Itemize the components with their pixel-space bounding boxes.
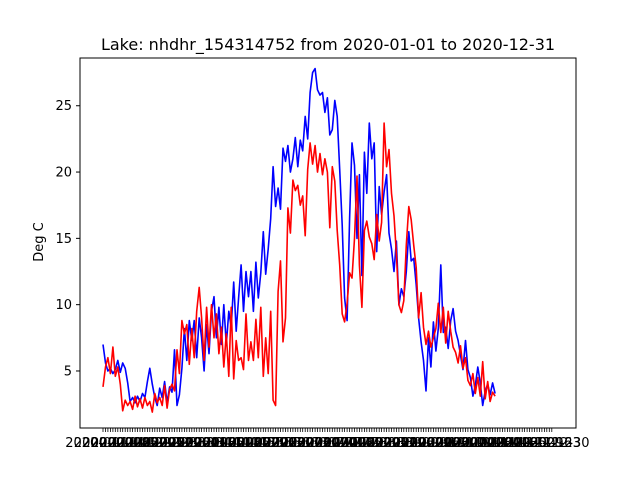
x-tick-label: 2020-07-01 [290, 436, 366, 451]
x-tick-label: 2020-10-28 [436, 436, 512, 451]
x-tick-label: 2020-07-08 [298, 436, 374, 451]
x-tick-label: 2020-09-09 [376, 436, 452, 451]
y-axis-label: Deg C [32, 222, 47, 261]
x-tick-label: 2020-12-02 [479, 436, 555, 451]
x-tick-label: 2020-08-19 [350, 436, 426, 451]
x-tick-label: 2020-06-03 [255, 436, 331, 451]
x-tick-label: 2020-09-30 [402, 436, 478, 451]
x-tick-label: 2020-05-27 [246, 436, 322, 451]
x-tick-label: 2020-06-10 [264, 436, 340, 451]
x-tick-label: 2020-09-16 [385, 436, 461, 451]
x-tick-label: 2020-08-05 [333, 436, 409, 451]
y-axis-ticks: 5 10 15 20 25 [55, 99, 80, 379]
x-tick-label: 2020-03-04 [143, 436, 219, 451]
x-tick-label: 2020-09-02 [367, 436, 443, 451]
x-axis-ticks: 2020-01-012020-01-082020-01-152020-01-22… [65, 428, 590, 451]
x-tick-label: 2020-09-23 [393, 436, 469, 451]
x-tick-label: 2020-01-29 [100, 436, 176, 451]
y-tick-label: 15 [55, 232, 72, 247]
x-tick-label: 2020-12-16 [497, 436, 573, 451]
x-tick-label: 2020-10-14 [419, 436, 495, 451]
y-tick-label: 5 [64, 364, 72, 379]
chart-title: Lake: nhdhr_154314752 from 2020-01-01 to… [101, 35, 555, 55]
y-tick-label: 10 [55, 298, 72, 313]
x-tick-label: 2020-02-12 [117, 436, 193, 451]
x-tick-label: 2020-01-15 [83, 436, 159, 451]
x-tick-label: 2020-01-22 [91, 436, 167, 451]
y-tick-label: 25 [55, 99, 72, 114]
x-tick-label: 2020-10-21 [428, 436, 504, 451]
x-tick-label: 2020-04-29 [212, 436, 288, 451]
x-tick-label: 2020-01-08 [74, 436, 150, 451]
x-tick-label: 2020-10-07 [410, 436, 486, 451]
x-tick-label: 2020-05-06 [221, 436, 297, 451]
x-tick-label: 2020-05-13 [229, 436, 305, 451]
x-tick-label: 2020-12-30 [514, 436, 590, 451]
x-tick-label: 2020-12-09 [488, 436, 564, 451]
plot-frame [79, 57, 577, 429]
x-tick-label: 2020-11-04 [445, 436, 521, 451]
x-tick-label: 2020-11-18 [462, 436, 538, 451]
x-tick-label: 2020-06-17 [272, 436, 348, 451]
x-tick-label: 2020-07-22 [316, 436, 392, 451]
x-tick-label: 2020-07-15 [307, 436, 383, 451]
x-tick-label: 2020-02-19 [126, 436, 202, 451]
x-tick-label: 2020-02-26 [134, 436, 210, 451]
x-tick-label: 2020-12-23 [505, 436, 581, 451]
x-tick-label: 2020-06-24 [281, 436, 357, 451]
x-tick-label: 2020-11-11 [454, 436, 530, 451]
x-tick-label: 2020-08-26 [359, 436, 435, 451]
x-tick-label: 2020-03-25 [169, 436, 245, 451]
x-tick-label: 2020-04-22 [203, 436, 279, 451]
x-tick-label: 2020-07-29 [324, 436, 400, 451]
x-tick-label: 2020-01-01 [65, 436, 141, 451]
series-line-2 [102, 122, 496, 413]
x-tick-label: 2020-04-01 [177, 436, 253, 451]
series-layer [102, 67, 496, 413]
x-tick-label: 2020-03-18 [160, 436, 236, 451]
x-tick-label: 2020-11-25 [471, 436, 547, 451]
x-tick-label: 2020-04-08 [186, 436, 262, 451]
y-tick-label: 20 [55, 166, 72, 181]
x-tick-label: 2020-04-15 [195, 436, 271, 451]
x-tick-label: 2020-03-11 [152, 436, 228, 451]
x-tick-label: 2020-08-12 [341, 436, 417, 451]
x-tick-label: 2020-05-20 [238, 436, 314, 451]
x-tick-label: 2020-02-05 [108, 436, 184, 451]
